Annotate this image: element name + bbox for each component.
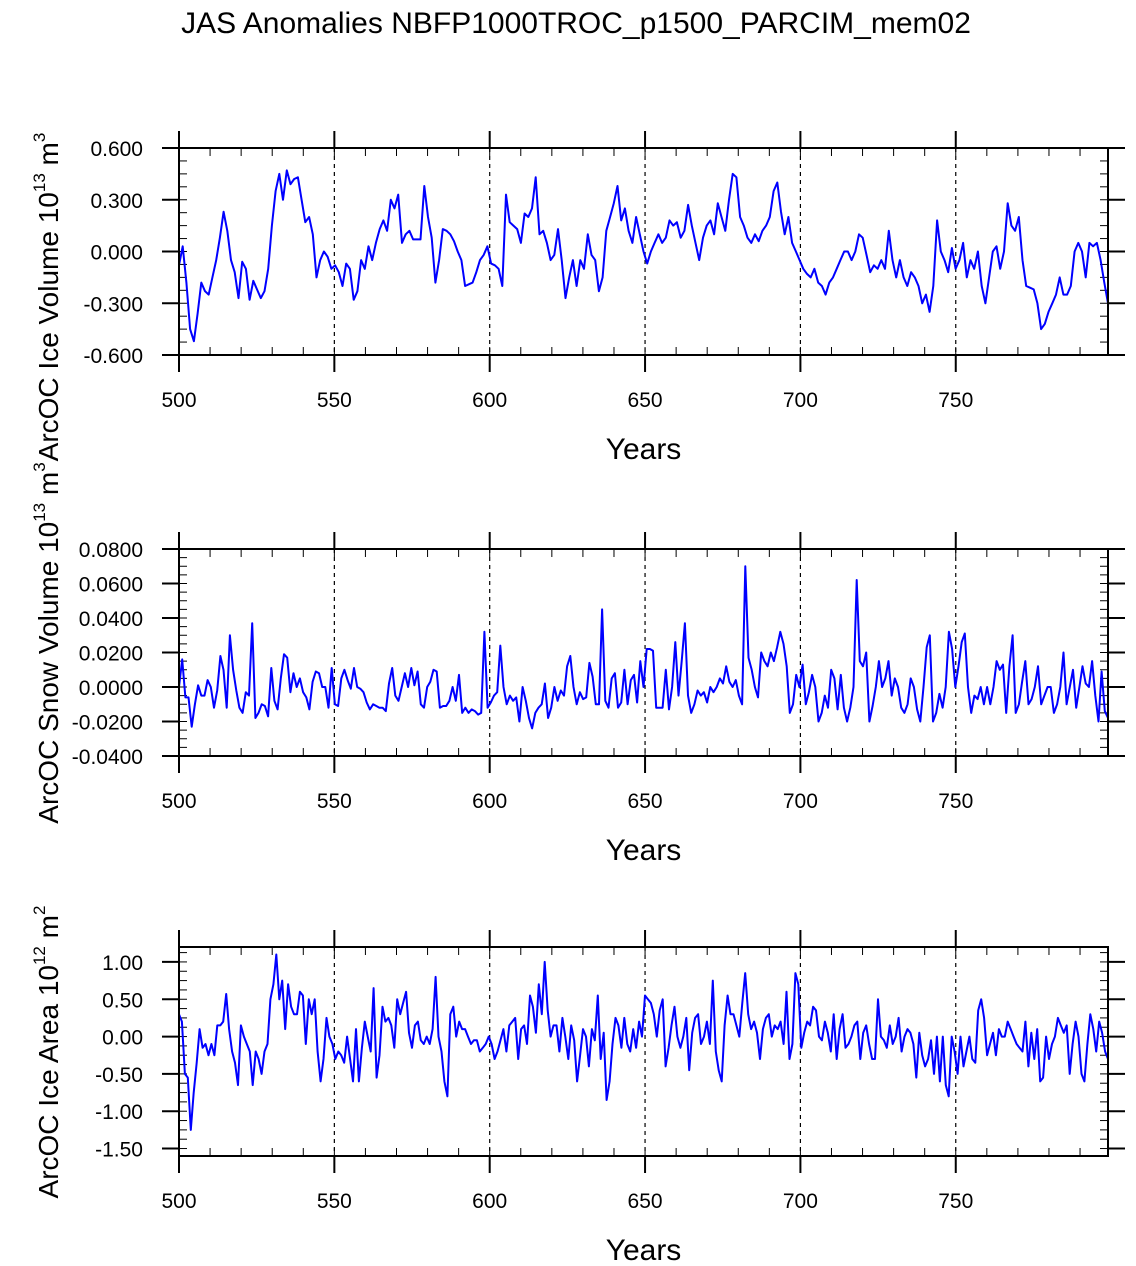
panel-3: 500 550 600 650 700 750 -1.50 -1.00 -0.50 0.00 0.5… [30, 906, 1125, 1266]
x-axis-title: Years [606, 433, 682, 466]
y-tick-label: 0.0600 [79, 574, 143, 597]
y-tick-label: -0.300 [83, 293, 143, 316]
y-tick-label: 0.600 [90, 138, 143, 161]
y-tick-label: 0.50 [102, 989, 143, 1012]
x-axis-title: Years [606, 834, 682, 867]
y-tick-label: 0.0800 [79, 539, 143, 562]
x-tick-label: 550 [317, 1190, 352, 1213]
y-tick-label: -1.00 [95, 1101, 143, 1124]
x-tick-label: 500 [161, 790, 196, 813]
panel-2: 500 550 600 650 700 750 -0.0400 -0.0200 0.0000 0.… [30, 462, 1125, 867]
x-tick-label: 650 [628, 389, 663, 412]
series-line [178, 169, 1109, 343]
plot-frame [178, 548, 1109, 757]
x-tick-label: 750 [938, 1190, 973, 1213]
y-tick-label: -0.600 [83, 345, 143, 368]
x-tick-label: 700 [783, 389, 818, 412]
x-tick-label: 500 [161, 1190, 196, 1213]
x-tick-label: 600 [472, 389, 507, 412]
x-tick-label: 650 [628, 790, 663, 813]
y-tick-label: 0.0000 [79, 677, 143, 700]
x-tick-label: 750 [938, 389, 973, 412]
y-tick-label: 0.000 [90, 242, 143, 265]
x-axis-title: Years [606, 1234, 682, 1266]
x-tick-label: 750 [938, 790, 973, 813]
series-line [178, 953, 1109, 1131]
y-tick-label: -0.0200 [72, 712, 143, 735]
y-axis-title: ArcOC Snow Volume 1013 m3 [30, 462, 64, 823]
x-tick-label: 700 [783, 790, 818, 813]
y-tick-label: 0.00 [102, 1027, 143, 1050]
y-tick-label: 0.300 [90, 190, 143, 213]
chart-title: JAS Anomalies NBFP1000TROC_p1500_PARCIM_… [181, 7, 971, 40]
panel-1: 500 550 600 650 700 750 -0.600 -0.300 0.000 0.300… [30, 131, 1125, 466]
plot-frame [178, 147, 1109, 356]
y-axis-title: ArcOC Ice Area 1012 m2 [30, 906, 64, 1199]
y-tick-label: -0.50 [95, 1064, 143, 1087]
x-tick-label: 550 [317, 389, 352, 412]
y-tick-label: -1.50 [95, 1139, 143, 1162]
plot-frame [178, 946, 1109, 1157]
series-line [178, 565, 1109, 730]
y-tick-label: 0.0200 [79, 643, 143, 666]
x-tick-label: 600 [472, 1190, 507, 1213]
y-tick-label: 0.0400 [79, 608, 143, 631]
x-tick-label: 550 [317, 790, 352, 813]
x-tick-label: 700 [783, 1190, 818, 1213]
y-tick-label: -0.0400 [72, 746, 143, 769]
x-tick-label: 500 [161, 389, 196, 412]
y-tick-label: 1.00 [102, 952, 143, 975]
panels: 500 550 600 650 700 750 -0.600 -0.300 0.000 0.300… [30, 131, 1125, 1266]
x-tick-label: 600 [472, 790, 507, 813]
x-tick-label: 650 [628, 1190, 663, 1213]
y-axis-title: ArcOC Ice Volume 1013 m3 [30, 133, 64, 462]
